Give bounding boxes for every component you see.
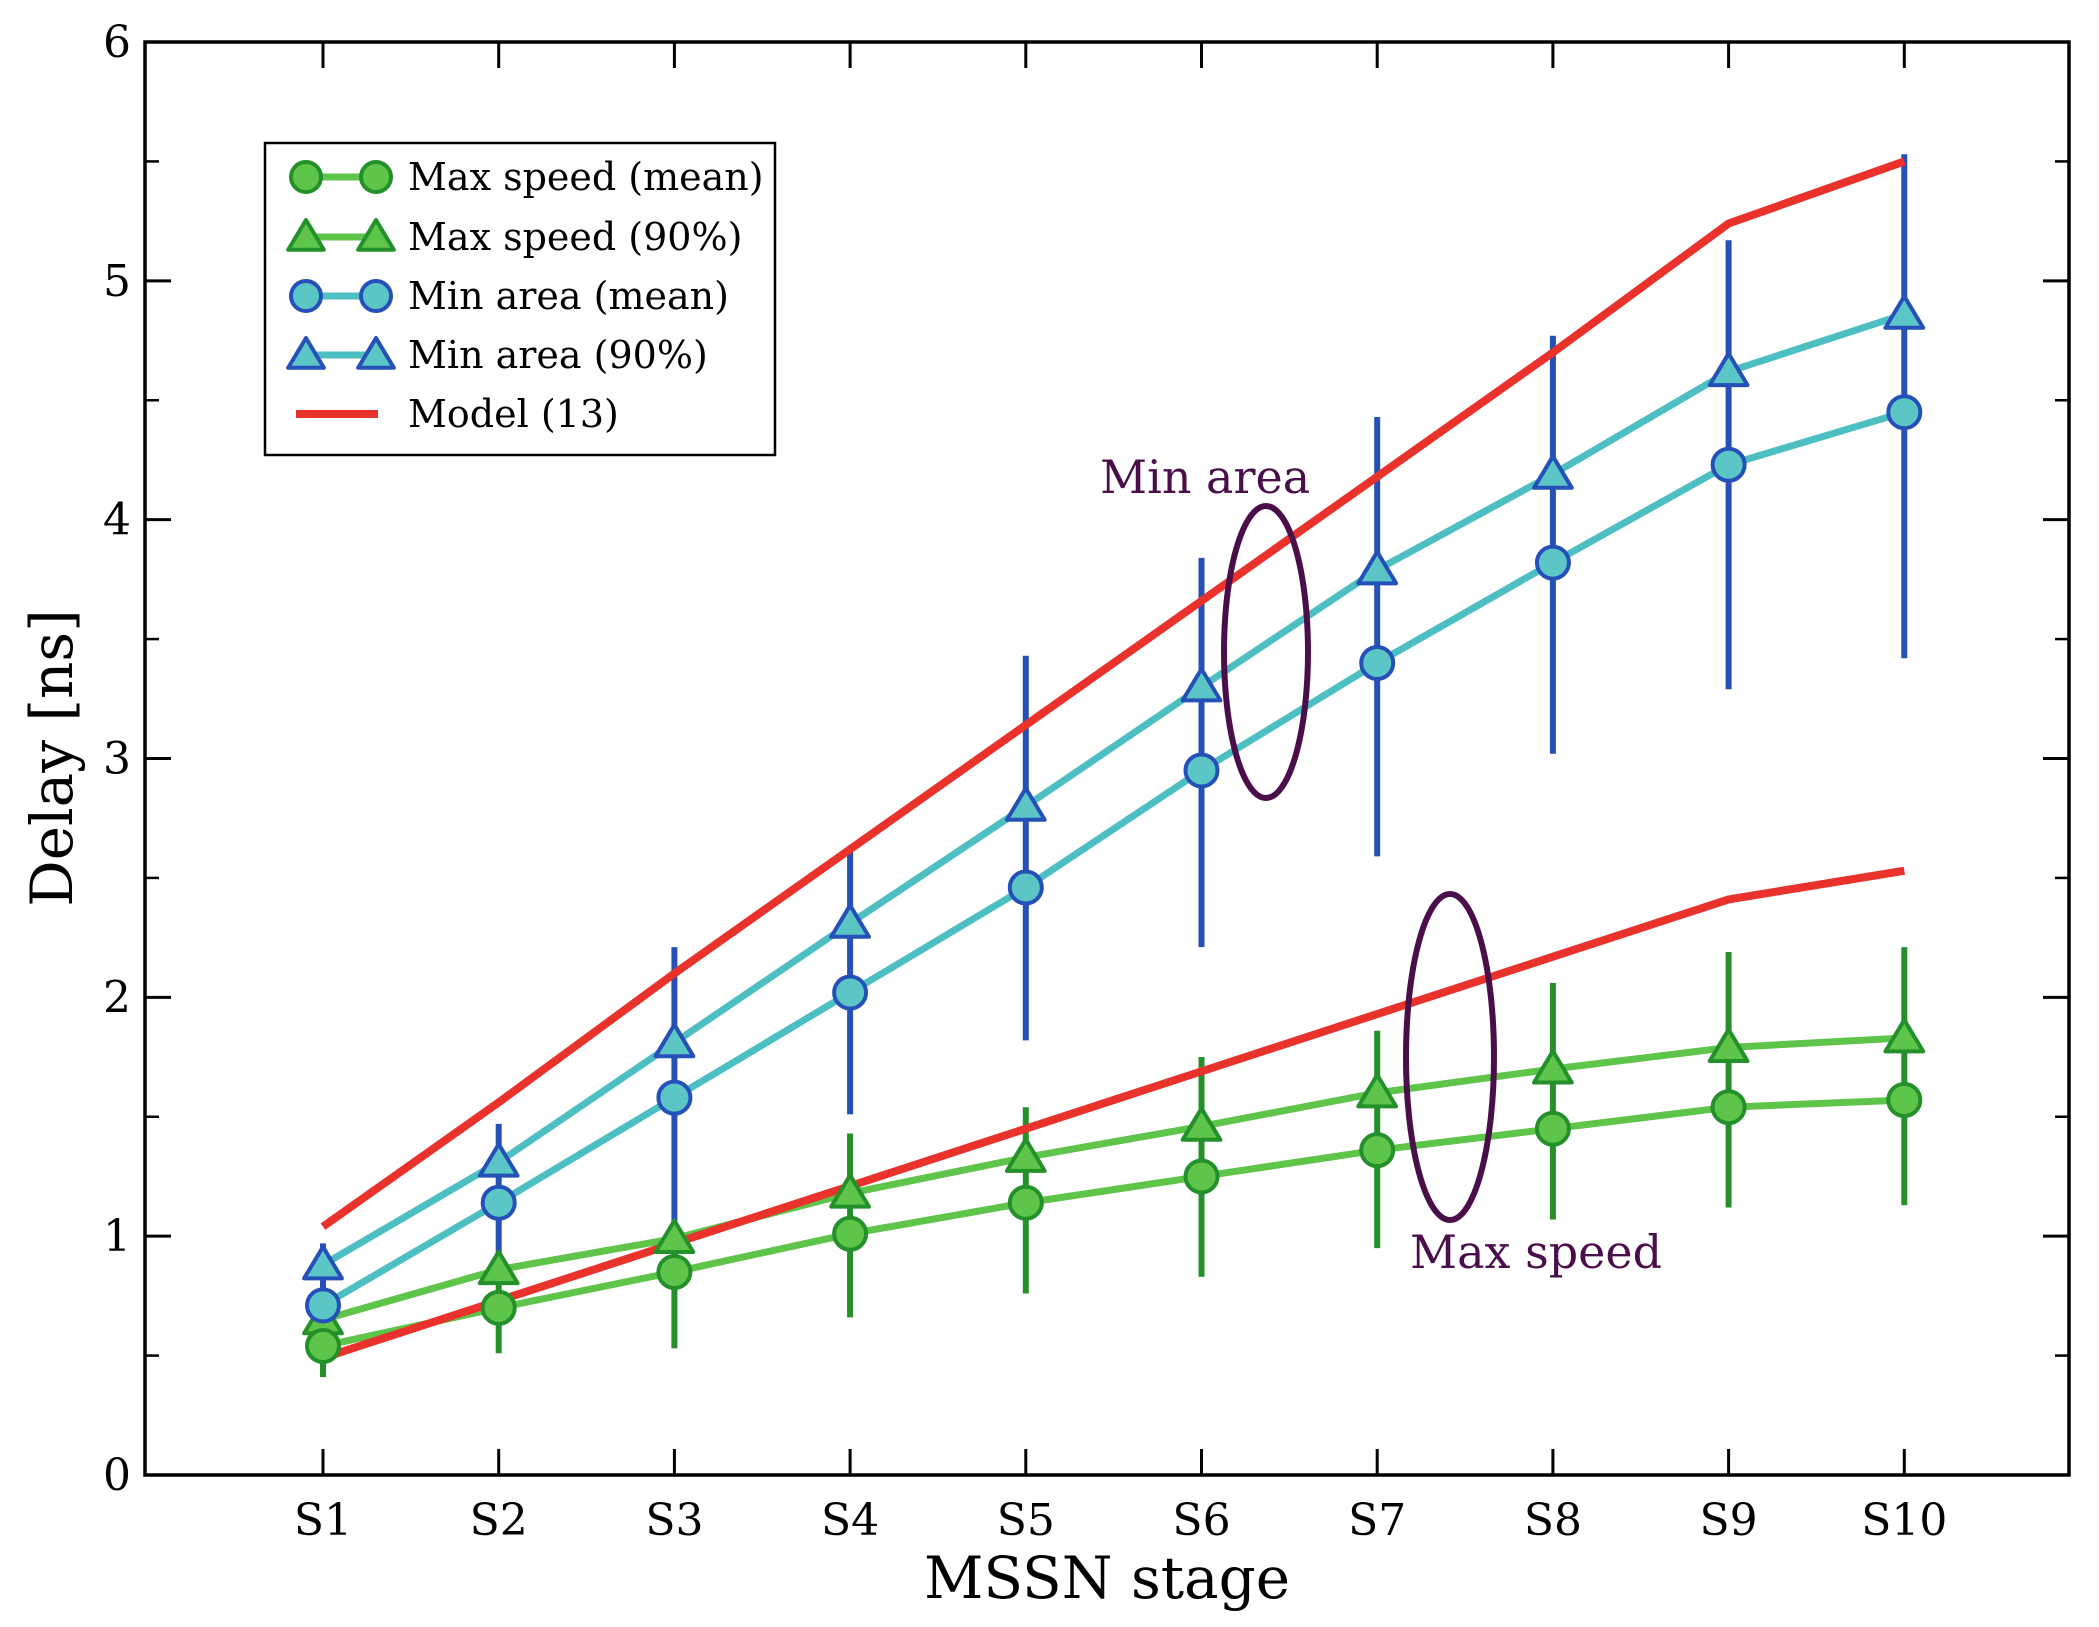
data-point (1886, 1082, 1923, 1119)
annotations: Min area Max speed (1100, 450, 1662, 1279)
data-point (1359, 644, 1396, 681)
x-tick-label: S4 (821, 1495, 879, 1546)
max-speed-ellipse (1403, 891, 1497, 1223)
legend: Max speed (mean) Max speed (90%) Min area … (263, 141, 777, 457)
legend-label: Max speed (mean) (408, 155, 764, 199)
data-point (1359, 1132, 1396, 1169)
data-point (480, 1184, 517, 1221)
data-point (1004, 786, 1047, 822)
data-point (302, 1244, 344, 1281)
y-tick-label: 3 (103, 734, 131, 785)
data-point (1710, 1089, 1747, 1126)
data-point (832, 974, 869, 1011)
data-point (480, 1289, 517, 1326)
data-point (1534, 544, 1571, 581)
x-tick-label: S9 (1700, 1495, 1758, 1546)
x-tick-label: S1 (294, 1495, 352, 1546)
x-tick-label: S3 (645, 1495, 703, 1546)
series-line (322, 1034, 1905, 1324)
series-line (321, 408, 1906, 1309)
legend-label: Model (13) (408, 392, 619, 436)
data-point (305, 1287, 341, 1324)
data-point (1356, 1072, 1399, 1109)
data-point (1007, 1184, 1044, 1221)
data-point (1883, 294, 1926, 330)
data-point (653, 1218, 696, 1255)
legend-entries: Max speed (mean) Max speed (90%) Min area … (286, 155, 764, 436)
legend-marker (289, 279, 323, 313)
data-point (1532, 1048, 1574, 1085)
data-point (1707, 351, 1750, 388)
x-tick-label: S7 (1348, 1495, 1406, 1546)
legend-label: Max speed (90%) (408, 215, 742, 259)
data-point (1356, 549, 1399, 586)
data-point (829, 903, 871, 939)
ticks-layer: 0 1 2 3 4 5 6 S1 S2 S3 S4 S5 S6 S7 S8 S9 S10 (103, 17, 2069, 1546)
data-point (1534, 1110, 1571, 1147)
data-point (1007, 869, 1044, 906)
x-tick-label: S8 (1524, 1495, 1582, 1546)
data-point (832, 1215, 869, 1252)
y-tick-label: 2 (103, 972, 131, 1023)
y-tick-label: 6 (103, 17, 131, 68)
data-point (477, 1142, 520, 1178)
x-tick-label: S5 (997, 1495, 1055, 1546)
max-speed-annotation: Max speed (1410, 1225, 1662, 1279)
x-axis-title: MSSN stage (924, 1544, 1290, 1612)
legend-marker (286, 336, 326, 370)
data-point (1183, 1158, 1220, 1195)
data-point (656, 1079, 693, 1116)
legend-label: Min area (mean) (408, 274, 729, 318)
model-line-upper (320, 157, 1906, 1230)
legend-label: Min area (90%) (408, 333, 708, 377)
series-line (321, 310, 1906, 1268)
legend-marker (359, 160, 393, 194)
data-point (829, 1173, 871, 1209)
data-point (1532, 454, 1574, 490)
legend-marker (286, 218, 326, 252)
data-point (477, 1249, 520, 1286)
y-tick-label: 1 (103, 1211, 131, 1262)
x-tick-label: S6 (1172, 1495, 1230, 1546)
data-point (1707, 1027, 1750, 1063)
x-tick-label: S2 (470, 1495, 528, 1546)
min-area-annotation: Min area (1100, 450, 1310, 504)
model-line-lower (321, 866, 1905, 1362)
legend-marker (289, 160, 323, 194)
legend-marker (356, 336, 396, 370)
data-point (305, 1328, 341, 1365)
y-tick-label: 5 (103, 256, 131, 307)
data-point (656, 1253, 693, 1290)
y-axis-title: Delay [ns] (18, 609, 86, 907)
y-tick-label: 4 (103, 495, 131, 546)
data-point (653, 1022, 696, 1059)
y-tick-label: 0 (103, 1450, 131, 1501)
data-point (1180, 666, 1223, 703)
data-point (1004, 1137, 1047, 1173)
min-area-ellipse (1221, 503, 1311, 801)
series-line (322, 1096, 1905, 1350)
legend-marker (356, 218, 396, 252)
data-point (1710, 446, 1747, 483)
plot-layer (302, 154, 1926, 1378)
x-tick-label: S10 (1861, 1495, 1947, 1546)
data-point (1886, 394, 1923, 431)
data-point (1183, 752, 1220, 789)
data-point (1883, 1017, 1926, 1054)
legend-marker (359, 279, 393, 313)
data-point (1180, 1106, 1223, 1142)
